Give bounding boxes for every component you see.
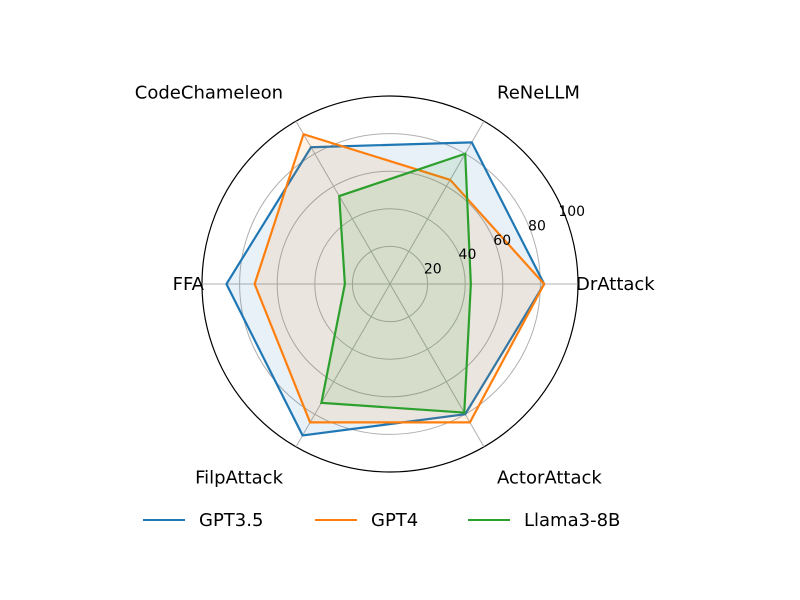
radar-spoke	[389, 283, 485, 448]
series-polygon-3	[320, 152, 472, 414]
legend-swatch-gpt35	[143, 519, 185, 521]
legend-swatch-llama3	[468, 519, 510, 521]
legend-item-llama3: Llama3-8B	[468, 500, 620, 540]
category-label: FFA	[173, 274, 205, 295]
radar-spoke	[389, 120, 485, 285]
radar-chart: 20 40 60 80 100 DrAttack ReNeLLM CodeChameleon F…	[135, 83, 656, 489]
radar-labels: 20 40 60 80 100 DrAttack ReNeLLM CodeChameleon F…	[135, 83, 656, 489]
category-label: FilpAttack	[195, 467, 284, 488]
series-polygon-1	[225, 141, 546, 437]
radial-tick-label: 100	[558, 204, 585, 220]
legend-label-llama3: Llama3-8B	[524, 509, 621, 531]
radial-tick-label: 20	[424, 262, 442, 278]
radial-tick-label: 40	[459, 247, 477, 263]
radial-tick-label: 80	[528, 218, 546, 234]
category-label: DrAttack	[576, 274, 655, 295]
radar-spoke	[295, 283, 391, 448]
legend-swatch-gpt4	[315, 519, 357, 521]
legend-item-gpt35: GPT3.5	[143, 500, 263, 540]
series-polygon-2	[253, 132, 546, 424]
radial-tick-label: 60	[493, 233, 511, 249]
category-label: ActorAttack	[497, 467, 602, 488]
radar-series	[225, 132, 546, 437]
category-label: CodeChameleon	[135, 83, 283, 104]
legend-item-gpt4: GPT4	[315, 500, 418, 540]
radar-grid	[201, 95, 579, 473]
category-label: ReNeLLM	[497, 83, 580, 104]
legend: GPT3.5 GPT4 Llama3-8B	[0, 500, 800, 540]
legend-label-gpt35: GPT3.5	[199, 509, 264, 531]
legend-label-gpt4: GPT4	[371, 509, 419, 531]
radar-spoke	[295, 120, 391, 285]
